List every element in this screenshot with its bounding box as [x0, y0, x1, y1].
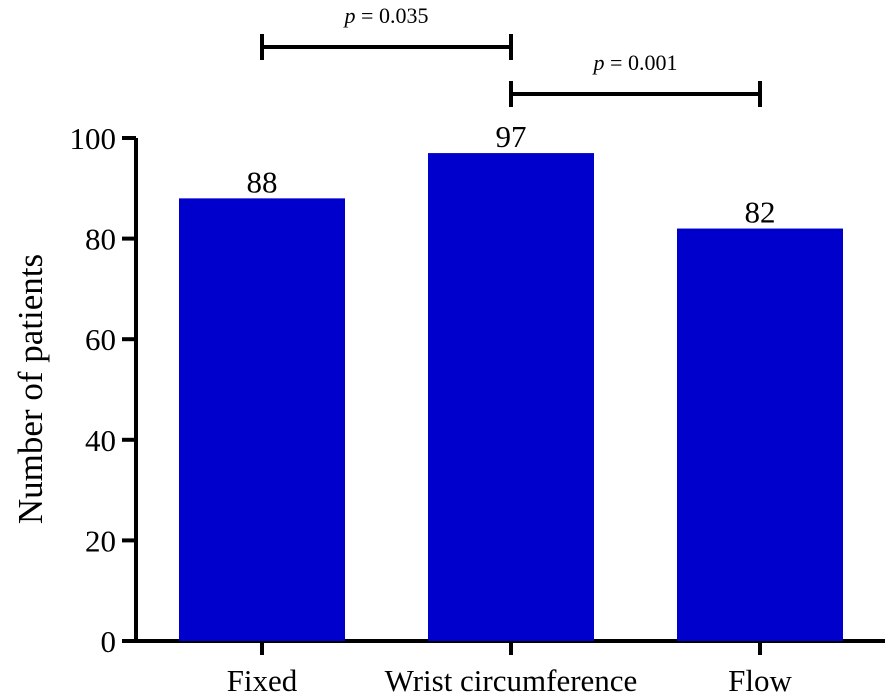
category-label: Fixed: [227, 663, 298, 697]
y-tick-label: 80: [85, 222, 116, 257]
data-labels: 88 97 82: [247, 119, 776, 229]
y-tick-label: 0: [101, 624, 117, 659]
data-label: 97: [496, 119, 527, 154]
category-label: Flow: [728, 663, 792, 697]
p-value-label: p = 0.035: [343, 3, 429, 28]
p-symbol: p: [592, 50, 605, 75]
p-symbol: p: [343, 3, 356, 28]
bars: [179, 153, 843, 642]
y-tick-label: 100: [70, 121, 117, 156]
data-label: 88: [247, 164, 278, 199]
y-axis-title: Number of patients: [11, 254, 50, 524]
bar-flow: [677, 228, 843, 642]
category-label: Wrist circumference: [385, 663, 638, 697]
data-label: 82: [745, 195, 776, 230]
p-value: = 0.001: [605, 50, 678, 75]
y-tick-label: 40: [85, 423, 116, 458]
significance-bracket: p = 0.001: [509, 50, 762, 107]
bar-wrist-circumference: [428, 153, 594, 641]
y-tick-label: 60: [85, 322, 116, 357]
y-tick-label: 20: [85, 523, 116, 558]
p-value-label: p = 0.001: [592, 50, 678, 75]
bar-fixed: [179, 198, 345, 642]
p-value: = 0.035: [356, 3, 429, 28]
significance-bracket: p = 0.035: [260, 3, 513, 60]
